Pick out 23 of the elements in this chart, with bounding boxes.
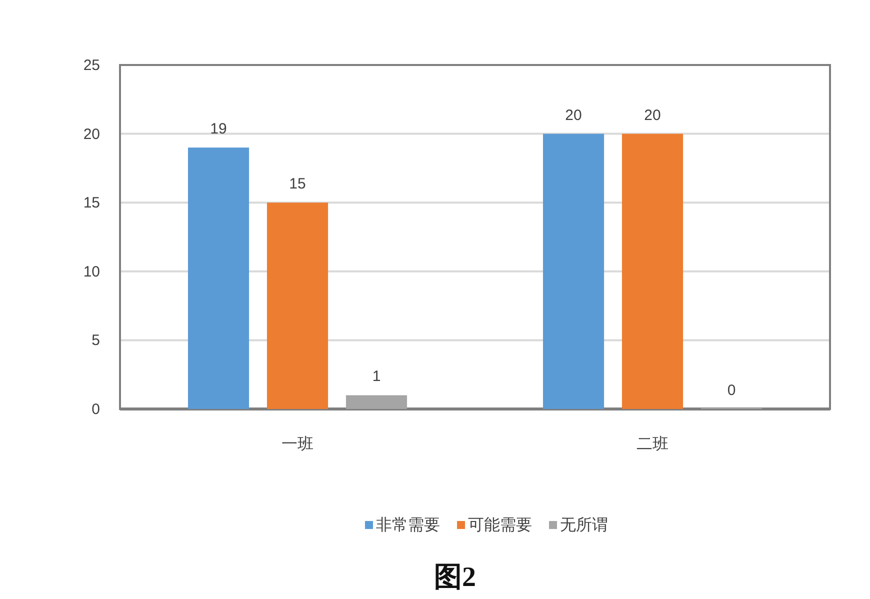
bar xyxy=(622,134,684,409)
bar xyxy=(266,202,328,409)
data-label: 1 xyxy=(372,368,381,386)
y-tick-label: 15 xyxy=(83,194,100,212)
caption: 图2 xyxy=(434,562,476,593)
bar xyxy=(542,134,604,409)
bar xyxy=(188,148,250,409)
y-tick-label: 5 xyxy=(92,332,100,350)
y-tick-label: 25 xyxy=(83,57,100,74)
legend-label: 可能需要 xyxy=(468,516,532,534)
data-label: 19 xyxy=(210,120,227,138)
bar xyxy=(346,395,408,409)
data-label: 20 xyxy=(644,106,661,124)
y-tick-label: 20 xyxy=(83,126,100,143)
legend-label: 无所谓 xyxy=(560,516,608,534)
y-tick-label: 0 xyxy=(92,401,100,418)
y-tick-label: 10 xyxy=(83,263,100,280)
x-tick-label: 二班 xyxy=(636,435,668,453)
x-tick-label: 一班 xyxy=(282,435,314,453)
data-label: 20 xyxy=(565,106,582,124)
data-label: 15 xyxy=(289,176,306,193)
data-label: 0 xyxy=(727,382,736,399)
legend-label: 非常需要 xyxy=(376,516,440,534)
